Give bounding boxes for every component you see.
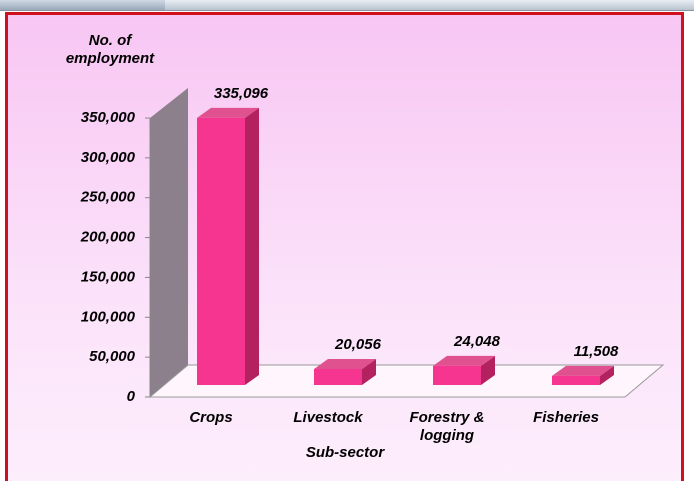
x-tick-label: Forestry & logging	[409, 409, 485, 444]
y-tick-label: 300,000	[81, 149, 136, 166]
value-label: 20,056	[334, 336, 382, 353]
y-tick-label: 150,000	[81, 268, 136, 285]
tab	[0, 0, 165, 10]
bar-front	[197, 117, 245, 385]
x-tick-label: Crops	[189, 409, 233, 426]
x-tick-label: Fisheries	[533, 409, 599, 426]
y-tick-label: 0	[127, 388, 136, 405]
chart-frame	[5, 12, 684, 481]
bar-front	[433, 365, 481, 385]
bar-top	[197, 107, 259, 118]
bar-side	[481, 355, 495, 385]
y-tick-label: 350,000	[81, 109, 136, 126]
bar-top	[433, 355, 495, 366]
value-label: 335,096	[214, 85, 269, 102]
bar-top	[314, 359, 376, 370]
bar-side	[600, 365, 614, 385]
value-label: 24,048	[453, 333, 501, 350]
value-label: 11,508	[574, 343, 619, 360]
bar-front	[552, 375, 600, 385]
y-tick-label: 250,000	[80, 189, 136, 206]
bar-top	[552, 365, 614, 376]
y-axis-title: No. of employment	[65, 32, 155, 67]
bar	[314, 359, 376, 385]
bar	[433, 355, 495, 385]
bar-front	[314, 369, 362, 385]
x-axis-title: Sub-sector	[305, 444, 385, 461]
y-tick-label: 50,000	[89, 348, 136, 365]
x-tick-label: Livestock	[293, 409, 363, 426]
bar-side	[362, 359, 376, 385]
y-tick-label: 200,000	[80, 229, 136, 246]
back-wall	[150, 88, 188, 397]
bar	[197, 107, 259, 385]
bar-side	[245, 107, 259, 385]
bar	[552, 365, 614, 385]
floor	[148, 364, 665, 398]
y-tick-label: 100,000	[81, 308, 136, 325]
top-bar	[0, 0, 694, 11]
